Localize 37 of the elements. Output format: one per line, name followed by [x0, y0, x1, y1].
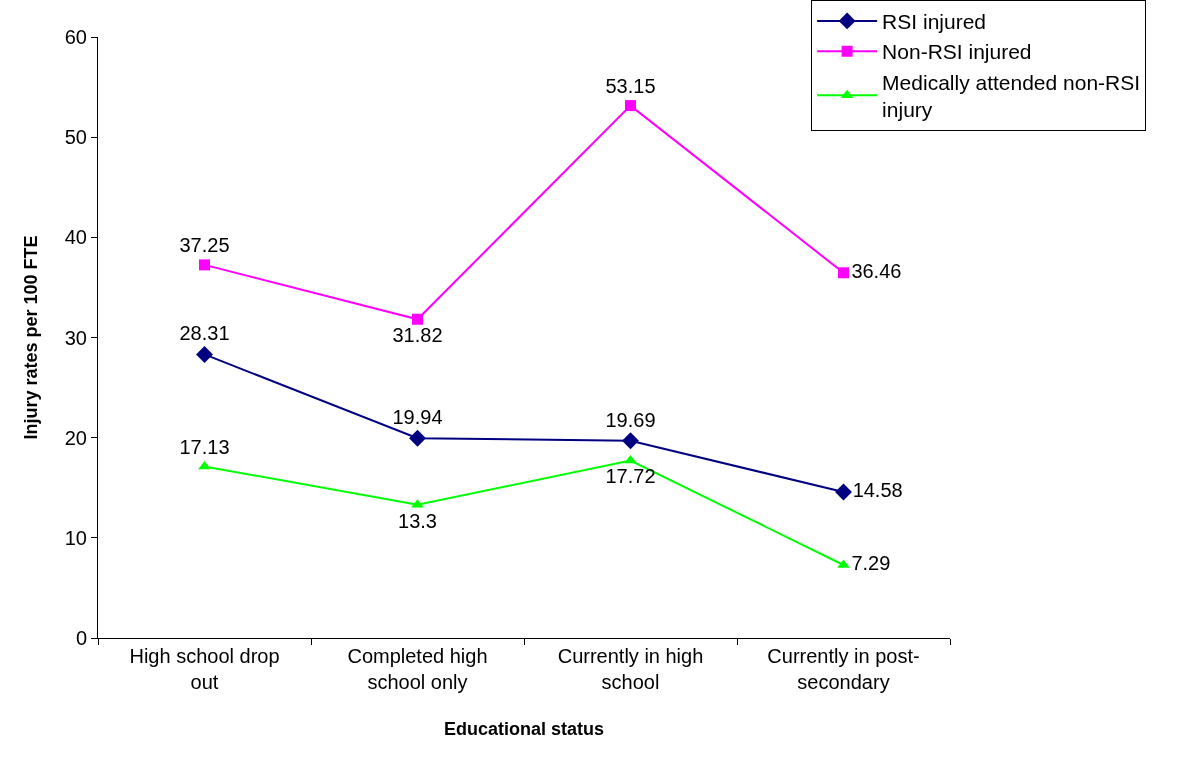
point	[199, 259, 210, 271]
point	[196, 345, 213, 363]
data-label: 31.82	[392, 324, 443, 347]
point	[409, 429, 426, 447]
point	[412, 313, 423, 325]
y-tick-label: 20	[64, 426, 87, 449]
point	[838, 267, 849, 279]
y-axis-title: Injury rates per 100 FTE	[20, 235, 41, 440]
legend-label: RSI injured	[882, 10, 987, 34]
y-tick-label: 10	[64, 526, 87, 549]
y-tick-label: 50	[64, 126, 87, 149]
point	[835, 483, 852, 501]
legend-label: Non-RSI injured	[882, 40, 1032, 64]
point	[198, 460, 211, 470]
x-tick-label: Currently in high school	[557, 645, 704, 693]
data-label: 7.29	[851, 551, 891, 574]
x-tick-label: Currently in post-secondary	[767, 645, 920, 693]
data-label: 19.94	[392, 406, 443, 429]
point	[625, 100, 636, 112]
data-label: 19.69	[605, 408, 656, 431]
data-label: 17.72	[605, 465, 656, 488]
data-label: 53.15	[605, 74, 656, 97]
y-tick-label: 30	[64, 326, 87, 349]
data-label: 28.31	[179, 322, 230, 345]
y-tick-label: 40	[64, 226, 87, 249]
data-label: 14.58	[852, 478, 903, 501]
x-tick-label: Completed high school only	[347, 645, 488, 693]
point	[622, 432, 639, 450]
data-label: 17.13	[179, 435, 230, 458]
legend-label: Medically attended non-RSI injury	[882, 70, 1141, 121]
data-label: 13.3	[398, 509, 437, 532]
y-tick-label: 60	[64, 26, 87, 48]
data-label: 37.25	[179, 234, 230, 257]
x-axis-title: Educational status	[443, 719, 605, 740]
x-tick-label: High school drop out	[129, 645, 280, 693]
data-label: 36.46	[851, 259, 902, 282]
y-tick-label: 0	[75, 627, 87, 649]
